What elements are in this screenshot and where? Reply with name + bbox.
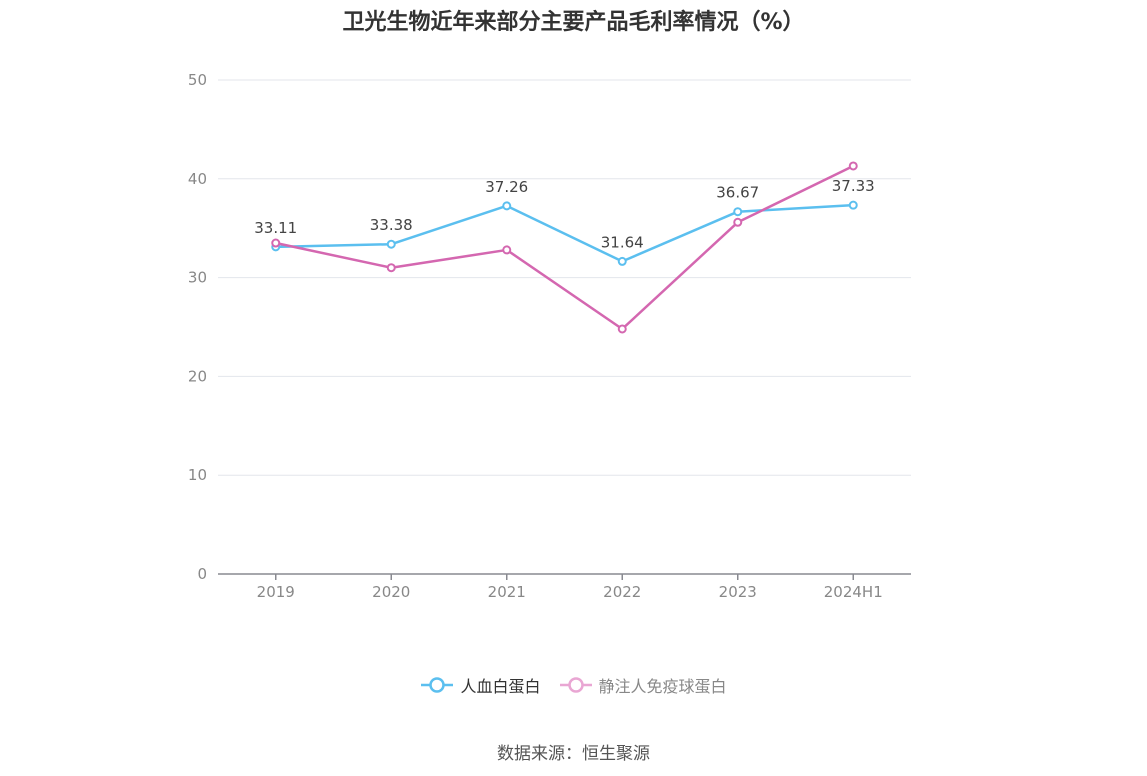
data-point[interactable] — [848, 161, 858, 171]
line-chart: 0 10 20 30 40 50 2019 2020 2021 2022 2023 2024H1 33… — [188, 71, 911, 601]
legend-item-albumin[interactable]: 人血白蛋白 — [420, 673, 541, 697]
data-labels: 33.11 33.38 37.26 31.64 36.67 37.33 — [254, 177, 874, 251]
data-point[interactable] — [502, 201, 512, 211]
data-label: 37.33 — [832, 177, 875, 195]
data-label: 37.26 — [485, 178, 528, 196]
chart-title: 卫光生物近年来部分主要产品毛利率情况（%） — [342, 10, 805, 35]
y-tick-label: 20 — [188, 367, 207, 385]
y-tick-label: 40 — [188, 170, 207, 188]
x-tick-label: 2021 — [488, 583, 526, 601]
data-point[interactable] — [617, 256, 627, 266]
data-point[interactable] — [733, 217, 743, 227]
data-point[interactable] — [386, 263, 396, 273]
data-source: 数据来源：恒生聚源 — [497, 744, 650, 764]
grid-lines — [218, 79, 911, 476]
data-label: 31.64 — [601, 233, 644, 251]
x-tick-label: 2023 — [719, 583, 757, 601]
data-point[interactable] — [733, 207, 743, 217]
data-point[interactable] — [617, 324, 627, 334]
x-tick-label: 2020 — [372, 583, 410, 601]
x-tick-label: 2024H1 — [824, 583, 883, 601]
legend: 人血白蛋白 静注人免疫球蛋白 — [0, 673, 1147, 697]
series-line-0 — [275, 203, 854, 263]
legend-item-immunoglobulin[interactable]: 静注人免疫球蛋白 — [559, 673, 727, 697]
series-line-1 — [275, 164, 854, 331]
data-label: 36.67 — [716, 184, 759, 202]
data-point[interactable] — [502, 245, 512, 255]
data-label: 33.38 — [370, 216, 413, 234]
x-tick-label: 2022 — [603, 583, 641, 601]
legend-label-albumin: 人血白蛋白 — [460, 677, 541, 696]
series-lines — [271, 161, 858, 334]
legend-line-circle-icon — [421, 677, 454, 693]
y-tick-label: 10 — [188, 466, 207, 484]
axes: 0 10 20 30 40 50 2019 2020 2021 2022 2023 2024H1 — [188, 71, 911, 601]
legend-line-circle-icon — [559, 677, 592, 693]
data-point[interactable] — [386, 239, 396, 249]
legend-label-immunoglobulin: 静注人免疫球蛋白 — [598, 677, 727, 696]
data-label: 33.11 — [254, 219, 297, 237]
y-tick-label: 50 — [188, 71, 207, 89]
y-tick-label: 30 — [188, 269, 207, 287]
y-tick-label: 0 — [197, 565, 207, 583]
data-point[interactable] — [271, 238, 281, 248]
x-tick-label: 2019 — [257, 583, 295, 601]
data-point[interactable] — [848, 200, 858, 210]
